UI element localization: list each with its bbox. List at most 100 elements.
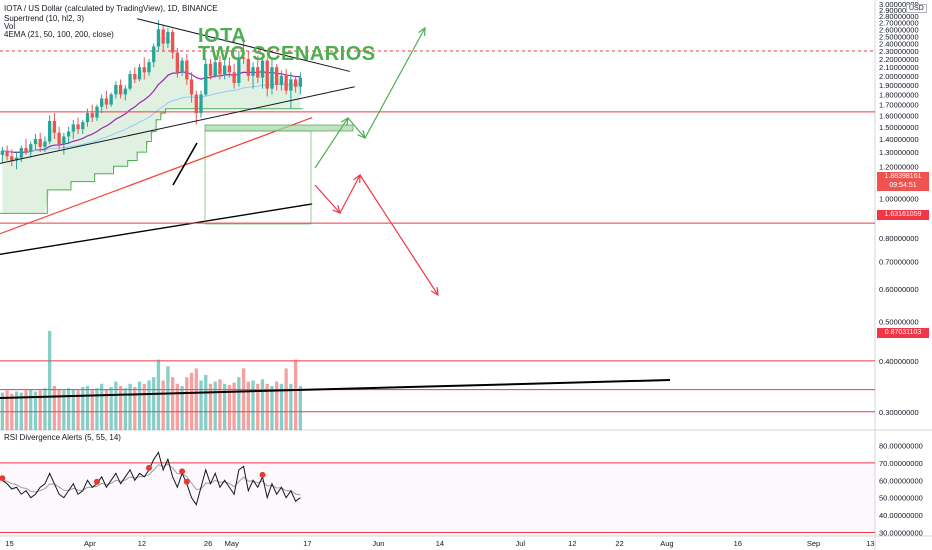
rsi-tick-label: 50.00000000 xyxy=(879,494,923,503)
candle-body xyxy=(270,67,274,89)
volume-bar xyxy=(270,386,274,430)
countdown-badge: 09:54:51 xyxy=(877,181,929,191)
volume-bar xyxy=(189,372,194,430)
candle-body xyxy=(100,98,104,107)
trendline xyxy=(137,18,351,72)
volume-bar xyxy=(29,389,33,430)
candle-body xyxy=(175,52,180,73)
rsi-tick-label: 40.00000000 xyxy=(879,511,923,520)
volume-bar xyxy=(156,359,161,430)
candle-body xyxy=(199,94,203,114)
volume-bar xyxy=(279,383,284,430)
volume-bar xyxy=(10,393,14,430)
candle-body xyxy=(66,131,71,137)
rsi-alert-dot xyxy=(259,471,266,478)
price-tick-label: 1.20000000 xyxy=(879,162,919,171)
supertrend-line xyxy=(0,108,303,214)
volume-bar xyxy=(204,375,208,430)
candle-body xyxy=(218,62,222,75)
volume-bar xyxy=(170,377,175,430)
time-tick-label: 22 xyxy=(615,539,623,548)
candlesticks xyxy=(0,20,302,170)
rsi-indicator-title[interactable]: RSI Divergence Alerts (5, 55, 14) xyxy=(4,433,121,442)
indicator-ema[interactable]: 4EMA (21, 50, 100, 200, close) xyxy=(4,30,114,39)
volume-bar xyxy=(218,379,222,430)
rsi-tick-label: 60.00000000 xyxy=(879,476,923,485)
volume-bar xyxy=(114,381,118,430)
volume-bar xyxy=(161,380,165,430)
candle-body xyxy=(223,65,227,75)
time-tick-label: 13 xyxy=(866,539,874,548)
candle-body xyxy=(14,157,19,161)
volume-bar xyxy=(71,389,75,430)
rsi-tick-label: 70.00000000 xyxy=(879,459,923,468)
currency-label[interactable]: USD xyxy=(906,4,927,13)
time-tick-label: May xyxy=(225,539,239,548)
supertrend-band xyxy=(0,36,303,214)
candle-body xyxy=(104,98,109,105)
time-axis[interactable]: 15 Apr 12 26 May 17 Jun 14 Jul 12 22 Aug 16 Sep 13 xyxy=(5,539,874,548)
bull-arrow-3-head xyxy=(418,26,426,37)
candle-body xyxy=(24,148,28,153)
resistance-box xyxy=(204,124,354,132)
volume-bar xyxy=(14,391,19,430)
candle-body xyxy=(114,84,118,95)
indicator-supertrend[interactable]: Supertrend (10, hl2, 3) xyxy=(4,14,85,23)
volume-bar xyxy=(95,388,99,430)
volume-bar xyxy=(57,389,61,430)
rsi-tick-label: 30.00000000 xyxy=(879,529,923,538)
volume-bar xyxy=(142,383,146,430)
time-tick-label: Jun xyxy=(372,539,384,548)
rsi-tick-label: 80.00000000 xyxy=(879,441,923,450)
candle-body xyxy=(232,72,236,84)
volume-bar xyxy=(104,389,109,430)
volume-bar xyxy=(293,359,298,430)
volume-bar xyxy=(199,380,203,430)
volume-bar xyxy=(213,381,217,430)
indicator-volume[interactable]: Vol xyxy=(4,22,16,31)
ema-21-line xyxy=(2,70,301,154)
volume-bar xyxy=(251,380,255,430)
price-axis[interactable]: 3.000000002.900000002.800000002.70000000… xyxy=(879,0,923,538)
price-tick-label: 2.10000000 xyxy=(879,63,919,72)
candle-body xyxy=(265,60,269,89)
price-tick-label: 1.70000000 xyxy=(879,101,919,110)
candle-body xyxy=(284,75,288,91)
price-tick-label: 1.30000000 xyxy=(879,148,919,157)
volume-bar xyxy=(137,381,142,430)
candle-body xyxy=(90,113,94,118)
breakout-segment xyxy=(172,142,198,186)
candle-body xyxy=(275,67,279,85)
volume-bar xyxy=(223,383,227,430)
rsi-alert-dot xyxy=(93,478,100,485)
volume-bar xyxy=(289,383,293,430)
candle-body xyxy=(62,136,66,145)
rsi-alert-dot xyxy=(145,464,152,471)
annotation-line-1: IOTA xyxy=(198,25,247,47)
price-tick-label: 0.50000000 xyxy=(879,317,919,326)
rsi-alert-dot xyxy=(0,475,6,482)
candle-body xyxy=(166,32,170,44)
bull-arrow-2 xyxy=(347,117,366,139)
candle-body xyxy=(38,138,42,147)
candle-body xyxy=(213,62,217,76)
candle-body xyxy=(81,122,85,130)
price-tick-label: 1.90000000 xyxy=(879,81,919,90)
volume-bar xyxy=(147,380,151,430)
price-tick-label: 2.50000000 xyxy=(879,32,919,41)
consolidation-box xyxy=(204,130,312,225)
price-tick-label: 0.30000000 xyxy=(879,408,919,417)
candle-body xyxy=(204,63,208,95)
rsi-alert-dot xyxy=(183,478,190,485)
volume-bar xyxy=(275,381,279,430)
candle-body xyxy=(208,63,213,76)
candle-body xyxy=(156,29,161,47)
price-tick-label: 0.80000000 xyxy=(879,234,919,243)
candle-body xyxy=(48,120,52,142)
candle-body xyxy=(142,67,146,73)
candle-body xyxy=(57,132,61,145)
volume-bar xyxy=(194,368,198,430)
time-tick-label: 15 xyxy=(5,539,13,548)
candle-body xyxy=(298,77,302,87)
